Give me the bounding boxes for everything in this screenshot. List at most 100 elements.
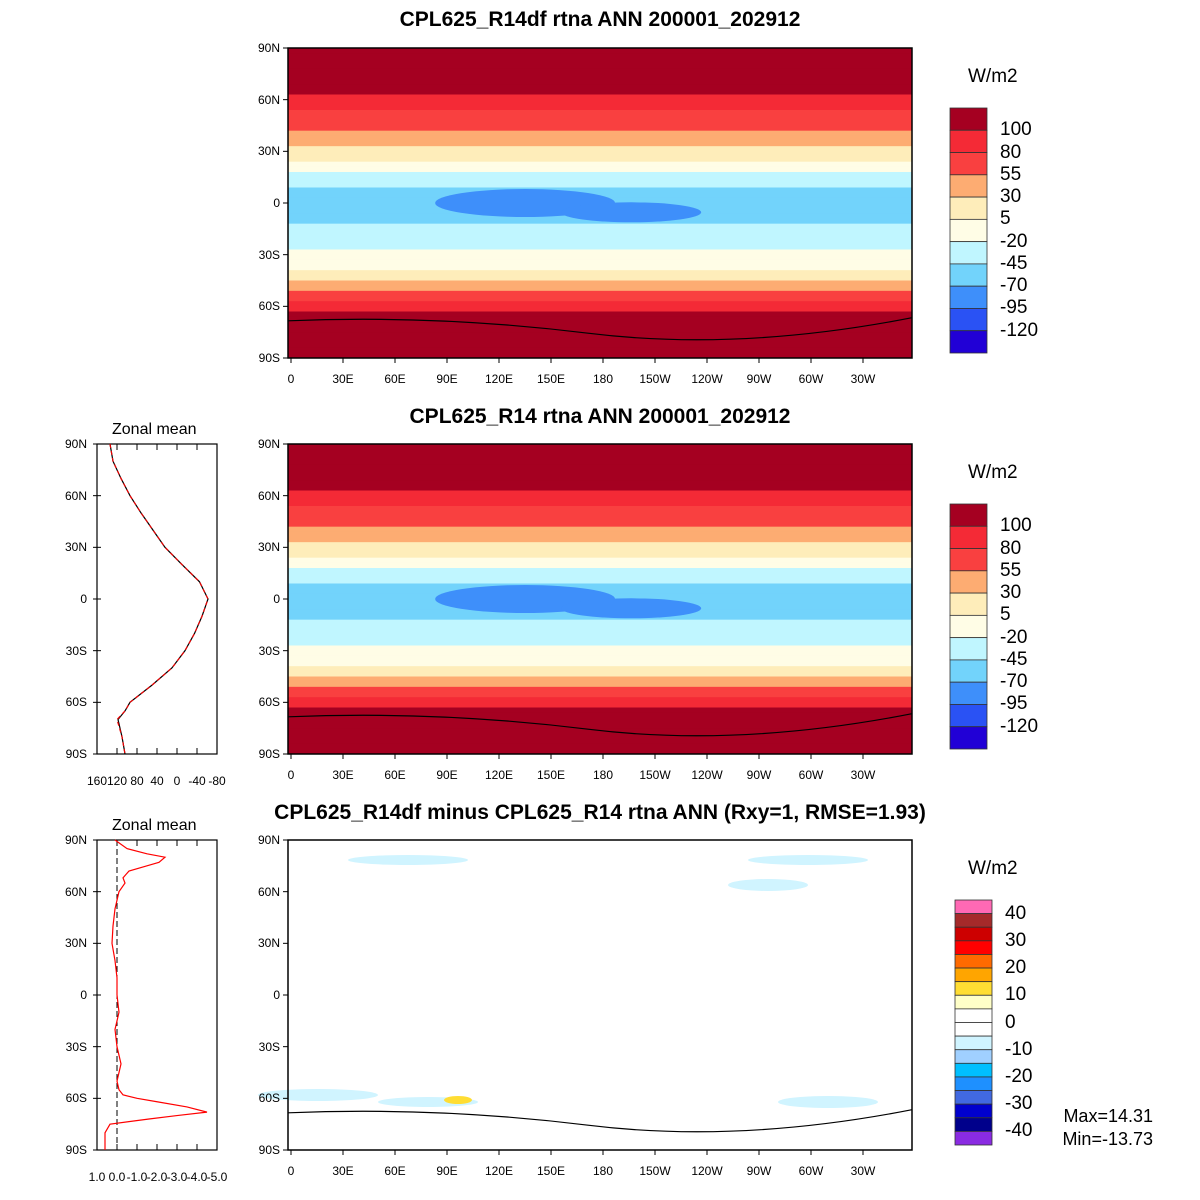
- map-band: [288, 521, 912, 528]
- colorbar-box: [949, 637, 988, 661]
- map-warm-pool: [561, 598, 702, 619]
- zonal-x-label: -4.0: [186, 1170, 208, 1184]
- zonal-lat-label: 60N: [64, 884, 87, 899]
- colorbar-box: [949, 503, 988, 527]
- lat-label: 0: [273, 988, 280, 1002]
- lon-label: 180: [592, 1164, 614, 1178]
- map-band: [288, 738, 912, 745]
- map-band: [288, 99, 912, 106]
- lat-label: 60S: [258, 299, 280, 314]
- map-band: [288, 702, 912, 708]
- map-band: [288, 676, 912, 683]
- map2-title: CPL625_R14 rtna ANN 200001_202912: [409, 405, 791, 428]
- lat-label: 30S: [258, 1039, 280, 1054]
- lon-label: 120E: [484, 768, 514, 782]
- zonal-x-label: -3.0: [166, 1170, 188, 1184]
- map-band: [288, 630, 912, 636]
- map-band: [288, 156, 912, 163]
- map-band: [288, 48, 912, 54]
- zonal-lat-label: 0: [80, 592, 87, 606]
- lat-label: 0: [273, 196, 280, 210]
- colorbar-label: -70: [1000, 671, 1028, 693]
- map-band: [288, 125, 912, 132]
- lon-label: 0: [287, 768, 295, 782]
- map-band: [288, 552, 912, 559]
- map-band: [288, 661, 912, 667]
- colorbar-label: 80: [1000, 141, 1022, 163]
- zonal-lat-label: 90N: [64, 437, 87, 451]
- map-band: [288, 115, 912, 121]
- map-band: [288, 614, 912, 621]
- colorbar-box: [954, 1076, 993, 1091]
- colorbar-box: [954, 1130, 993, 1146]
- colorbar-box: [949, 241, 988, 265]
- colorbar-label: -40: [1005, 1120, 1033, 1142]
- colorbar-box: [954, 1022, 993, 1037]
- map-band: [288, 619, 912, 626]
- map-band: [288, 454, 912, 460]
- lon-label: 150W: [639, 768, 671, 782]
- map3-unit: W/m2: [968, 858, 1018, 879]
- colorbar-label: -70: [1000, 275, 1028, 297]
- map-band: [288, 444, 912, 450]
- map3-title: CPL625_R14df minus CPL625_R14 rtna ANN (…: [274, 801, 926, 824]
- map-band: [288, 717, 912, 724]
- zonal-lat-label: 60N: [64, 488, 87, 503]
- map-band: [288, 311, 912, 318]
- lon-label: 60E: [384, 372, 406, 386]
- map-warm-pool: [561, 202, 702, 223]
- lon-label: 90E: [436, 768, 458, 782]
- lon-label: 30E: [332, 372, 354, 386]
- map-band: [288, 259, 912, 266]
- lat-label: 90N: [257, 833, 280, 847]
- map-band: [288, 635, 912, 641]
- zonal-x-label: 0: [173, 774, 181, 788]
- colorbar-label: -95: [1000, 297, 1028, 319]
- colorbar-box: [949, 330, 988, 354]
- map-band: [288, 449, 912, 455]
- colorbar-box: [949, 285, 988, 309]
- map-band: [288, 270, 912, 276]
- lon-label: 120E: [484, 1164, 514, 1178]
- map-band: [288, 84, 912, 90]
- colorbar-label: -20: [1005, 1065, 1033, 1087]
- colorbar-box: [954, 954, 993, 969]
- lat-label: 30N: [257, 540, 280, 555]
- lon-label: 0: [287, 1164, 295, 1178]
- lat-label: 90S: [258, 1143, 280, 1157]
- colorbar-box: [954, 926, 993, 942]
- map-band: [288, 58, 912, 64]
- zonal-x-label: -40: [188, 774, 206, 788]
- zonal-x-label: 160: [86, 774, 108, 788]
- diff-patch-positive: [444, 1096, 472, 1104]
- map-band: [288, 110, 912, 116]
- map-band: [288, 733, 912, 739]
- lat-label: 60N: [257, 92, 280, 107]
- colorbar-box: [954, 1090, 993, 1105]
- lon-label: 60E: [384, 1164, 406, 1178]
- map-band: [288, 254, 912, 261]
- colorbar-box: [949, 525, 988, 549]
- colorbar-box: [949, 570, 988, 594]
- zonal-x-label: -80: [208, 774, 226, 788]
- diff-patch: [728, 879, 808, 891]
- colorbar-box: [954, 1117, 993, 1132]
- zonal-line-difference: [104, 839, 208, 1150]
- map-band: [288, 285, 912, 292]
- lat-label: 60N: [257, 488, 280, 503]
- map-band: [288, 712, 912, 719]
- coastline: [287, 713, 913, 737]
- colorbar-box: [954, 1049, 993, 1064]
- map-band: [288, 531, 912, 538]
- map-band: [288, 578, 912, 584]
- map-band: [288, 526, 912, 533]
- colorbar-label: -45: [1000, 648, 1028, 670]
- map-band: [288, 681, 912, 688]
- colorbar-label: -120: [1000, 715, 1039, 737]
- map-band: [288, 327, 912, 333]
- map-band: [288, 275, 912, 281]
- colorbar-box: [949, 218, 988, 243]
- colorbar-box: [949, 614, 988, 639]
- colorbar-box: [949, 152, 988, 176]
- colorbar-label: 30: [1000, 186, 1022, 208]
